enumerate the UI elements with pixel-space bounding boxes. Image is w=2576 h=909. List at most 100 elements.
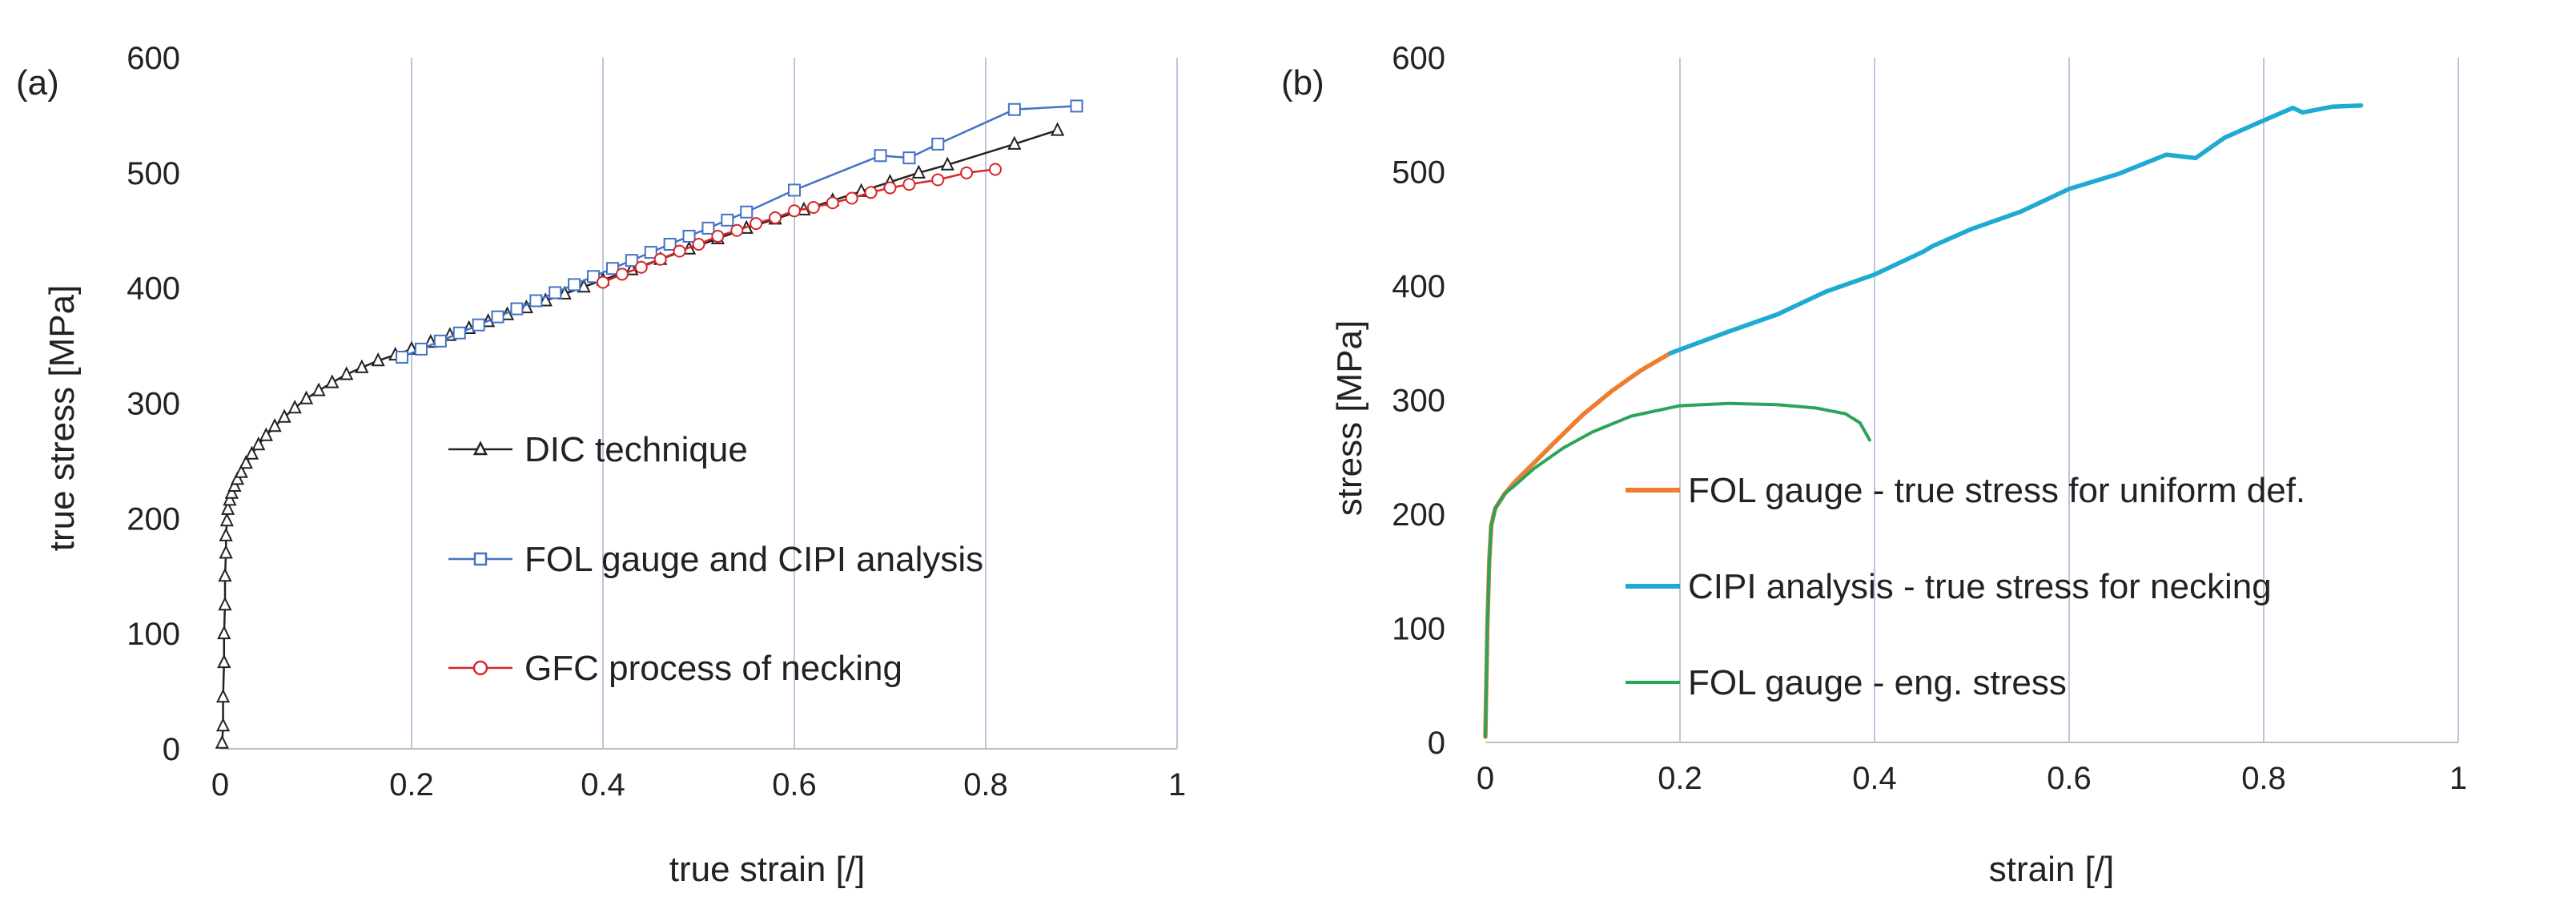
legend-swatch-gfc-marker <box>472 660 488 676</box>
data-point-fol-cipi <box>433 334 447 348</box>
data-point-fol-cipi <box>663 238 677 251</box>
panel-b-series <box>1483 103 2364 739</box>
data-point-fol-cipi <box>491 310 504 324</box>
data-point-dic <box>325 374 340 388</box>
data-point-gfc <box>597 276 609 289</box>
data-point-dic <box>1007 135 1022 150</box>
x-tick-label: 1 <box>1168 767 1186 802</box>
x-tick-label: 0.8 <box>2241 761 2286 796</box>
data-point-gfc <box>653 252 667 266</box>
series-line-fol-eng <box>1484 401 1871 738</box>
legend-label-fol-eng: FOL gauge - eng. stress <box>1688 663 2067 702</box>
panel-a-series <box>215 99 1083 749</box>
y-tick-label: 600 <box>127 41 180 76</box>
x-tick-label: 0.6 <box>2047 761 2092 796</box>
data-point-gfc <box>788 204 801 218</box>
data-point-dic <box>267 418 282 432</box>
panel-label-a: (a) <box>16 63 59 103</box>
data-point-fol-cipi <box>529 294 543 308</box>
x-tick-label: 0.4 <box>581 767 625 802</box>
data-point-dic <box>557 285 572 300</box>
panel-a-gridlines <box>411 58 1178 749</box>
data-point-dic <box>244 445 259 460</box>
data-point-fol-cipi <box>682 229 696 243</box>
data-point-dic <box>239 455 253 469</box>
data-point-fol-cipi <box>452 326 466 340</box>
data-point-gfc <box>711 229 725 243</box>
data-point-dic <box>215 734 230 749</box>
data-point-gfc <box>749 217 763 231</box>
series-line-cipi-true <box>1668 103 2364 356</box>
data-point-gfc <box>634 260 648 274</box>
data-point-dic <box>277 408 291 423</box>
data-point-dic <box>234 464 248 478</box>
data-point-gfc <box>826 196 839 210</box>
y-tick-label: 500 <box>127 156 180 191</box>
data-point-fol-cipi <box>1007 103 1021 116</box>
data-point-gfc <box>806 200 820 214</box>
data-point-dic <box>227 477 242 493</box>
data-point-fol-cipi <box>568 278 581 292</box>
panel-label-b: (b) <box>1281 63 1324 103</box>
y-tick-label: 100 <box>127 617 180 652</box>
y-tick-label: 0 <box>163 732 180 767</box>
x-tick-label: 0.2 <box>1658 761 1702 796</box>
panel-b-x-axis-title: strain [/] <box>1989 850 2115 889</box>
x-tick-label: 0 <box>1477 761 1494 796</box>
x-tick-label: 0.4 <box>1852 761 1897 796</box>
data-point-gfc <box>615 267 629 281</box>
data-point-dic <box>371 352 385 367</box>
panel-a-legend: DIC technique FOL gauge and CIPI analysi… <box>448 430 983 688</box>
legend-item: DIC technique <box>448 430 748 469</box>
y-tick-label: 200 <box>1392 497 1445 533</box>
data-point-dic <box>220 501 235 515</box>
data-point-gfc <box>902 178 916 191</box>
data-point-gfc <box>883 181 897 195</box>
legend-label-dic: DIC technique <box>524 430 748 469</box>
legend-item: GFC process of necking <box>448 649 902 688</box>
panel-a-y-tick-labels: 0 100 200 300 400 500 600 <box>127 41 180 767</box>
data-point-dic <box>911 164 926 179</box>
data-point-gfc <box>864 186 878 199</box>
legend-swatch-dic-marker <box>472 440 488 456</box>
data-point-fol-cipi <box>902 151 916 165</box>
data-point-dic <box>218 596 232 611</box>
data-point-dic <box>251 436 266 451</box>
data-point-dic <box>223 492 237 506</box>
legend-item: FOL gauge and CIPI analysis <box>448 540 983 579</box>
data-point-dic <box>217 654 231 669</box>
panel-b-y-axis-title: stress [MPa] <box>1330 320 1369 517</box>
data-point-fol-cipi <box>874 149 887 163</box>
y-tick-label: 300 <box>1392 384 1445 419</box>
x-tick-label: 0.6 <box>772 767 817 802</box>
data-point-dic <box>299 390 314 404</box>
data-point-gfc <box>845 191 858 205</box>
y-tick-label: 400 <box>127 271 180 307</box>
legend-label-fol-true: FOL gauge - true stress for uniform def. <box>1688 471 2305 510</box>
data-point-gfc <box>730 223 744 237</box>
legend-item: CIPI analysis - true stress for necking <box>1626 567 2272 606</box>
x-tick-label: 0.2 <box>389 767 434 802</box>
data-point-fol-cipi <box>510 302 524 316</box>
x-tick-label: 0.8 <box>963 767 1008 802</box>
data-point-fol-cipi <box>605 262 619 276</box>
data-point-fol-cipi <box>625 254 638 267</box>
data-point-dic <box>340 366 354 380</box>
data-point-fol-cipi <box>472 318 485 332</box>
panel-a-x-tick-labels: 0 0.2 0.4 0.6 0.8 1 <box>211 767 1186 802</box>
panel-b-gridlines <box>1679 58 2459 742</box>
data-point-dic <box>219 512 234 527</box>
data-point-dic <box>230 471 245 485</box>
data-point-fol-cipi <box>721 213 734 227</box>
data-point-dic <box>217 625 231 640</box>
data-point-dic <box>219 545 233 559</box>
legend-item: FOL gauge - eng. stress <box>1626 663 2067 702</box>
data-point-dic <box>219 527 233 541</box>
y-tick-label: 200 <box>127 501 180 537</box>
data-point-dic <box>218 568 232 582</box>
legend-label-fol-cipi: FOL gauge and CIPI analysis <box>524 540 983 579</box>
data-point-gfc <box>673 244 686 258</box>
data-point-dic <box>287 400 302 414</box>
panel-b-legend: FOL gauge - true stress for uniform def.… <box>1626 471 2305 702</box>
